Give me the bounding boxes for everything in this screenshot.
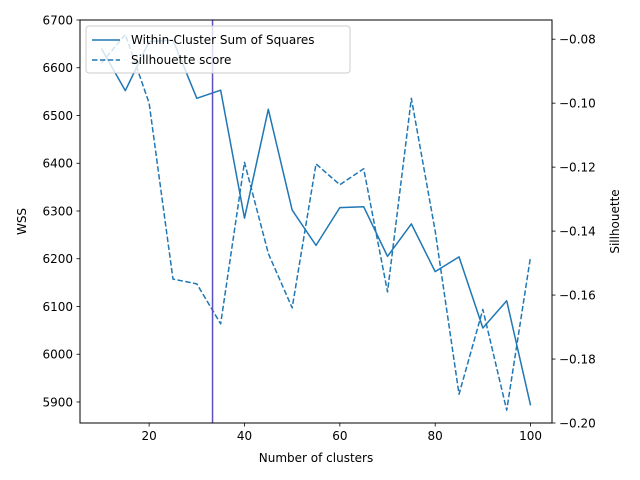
y-tick-label: 6100 <box>42 300 73 314</box>
y-axis-label: WSS <box>15 208 29 235</box>
y-tick-label: 6400 <box>42 157 73 171</box>
y-tick-label: 6300 <box>42 204 73 218</box>
legend-silhouette-label: Sillhouette score <box>131 53 231 67</box>
y2-tick-label: −0.08 <box>559 33 596 47</box>
y-tick-label: 6500 <box>42 109 73 123</box>
legend-wss-label: Within-Cluster Sum of Squares <box>131 33 315 47</box>
y2-tick-label: −0.20 <box>559 417 596 431</box>
y-tick-label: 5900 <box>42 395 73 409</box>
y2-tick-label: −0.14 <box>559 225 596 239</box>
y2-axis-label: Sillhouette <box>608 189 622 253</box>
y-axis-ticks: 5900 6000 6100 6200 6300 6400 6500 6600 6700 <box>42 14 80 409</box>
y2-tick-label: −0.16 <box>559 289 596 303</box>
y2-tick-label: −0.10 <box>559 97 596 111</box>
silhouette-line <box>100 33 532 411</box>
x-axis-label: Number of clusters <box>259 451 373 465</box>
y-tick-label: 6600 <box>42 61 73 75</box>
x-tick-label: 60 <box>332 429 347 443</box>
x-tick-label: 20 <box>141 429 156 443</box>
silhouette-series-path <box>100 33 532 411</box>
y2-axis-ticks: −0.20 −0.18 −0.16 −0.14 −0.12 −0.10 −0.08 <box>552 33 596 431</box>
y2-tick-label: −0.12 <box>559 161 596 175</box>
legend-box <box>85 25 351 74</box>
y2-tick-label: −0.18 <box>559 353 596 367</box>
x-tick-label: 100 <box>519 429 542 443</box>
plot-frame <box>79 19 553 424</box>
x-tick-label: 40 <box>237 429 252 443</box>
y-tick-label: 6700 <box>42 14 73 28</box>
x-tick-label: 80 <box>428 429 443 443</box>
y-tick-label: 6000 <box>42 348 73 362</box>
legend: Within-Cluster Sum of Squares Sillhouett… <box>85 25 351 74</box>
y-tick-label: 6200 <box>42 252 73 266</box>
x-axis-ticks: 20 40 60 80 100 <box>141 423 542 443</box>
